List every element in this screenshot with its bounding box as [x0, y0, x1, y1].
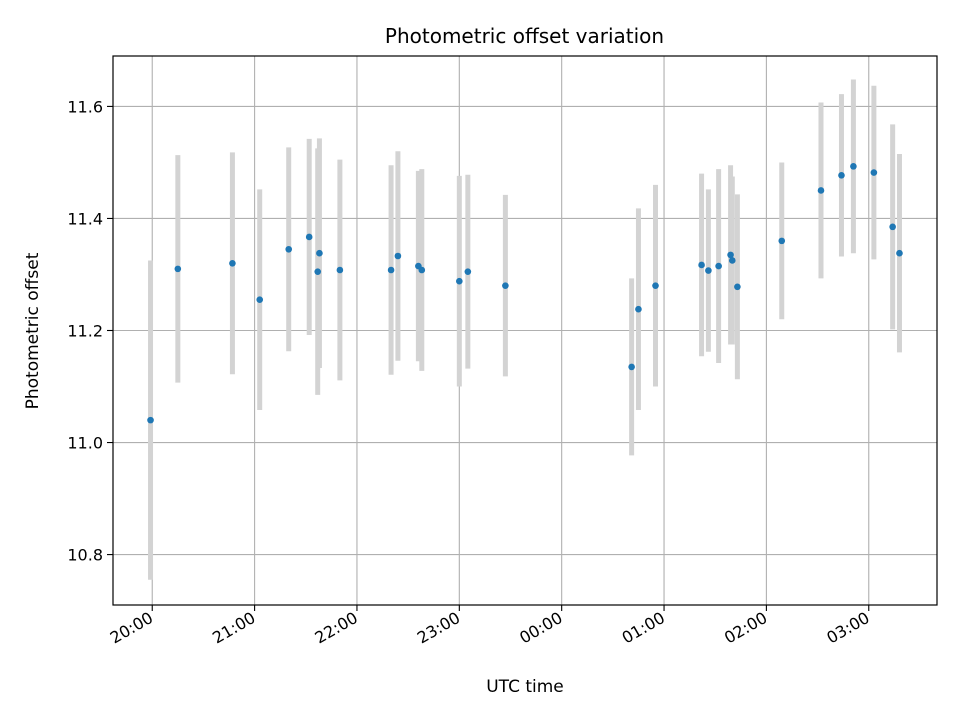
- chart-title: Photometric offset variation: [385, 24, 664, 48]
- y-tick-label: 11.4: [67, 209, 103, 228]
- data-point: [705, 267, 712, 274]
- data-point: [256, 296, 264, 303]
- data-point: [387, 266, 395, 274]
- data-point: [464, 268, 472, 275]
- y-axis-label: Photometric offset: [23, 252, 43, 409]
- data-point: [838, 172, 845, 179]
- y-tick-label: 11.2: [67, 322, 103, 341]
- data-point: [316, 249, 323, 257]
- data-point: [628, 363, 635, 371]
- data-point: [896, 249, 903, 257]
- data-point: [305, 233, 313, 241]
- grid: [113, 56, 937, 605]
- data-point: [229, 259, 236, 267]
- data-point: [174, 265, 182, 273]
- data-point: [336, 266, 344, 274]
- data-point: [418, 266, 426, 274]
- data-point: [817, 187, 825, 194]
- data-point: [850, 163, 857, 170]
- data-points: [147, 163, 903, 424]
- data-point: [734, 283, 741, 291]
- data-point: [147, 416, 154, 424]
- x-axis-label: UTC time: [486, 677, 564, 697]
- data-point: [394, 252, 402, 260]
- data-point: [698, 261, 705, 269]
- data-point: [635, 305, 642, 313]
- y-tick-label: 11.0: [67, 434, 103, 453]
- data-point: [652, 282, 659, 289]
- y-tick-label: 11.6: [67, 97, 103, 116]
- y-axis: 10.8 11.0 11.2 11.4 11.6: [67, 97, 113, 565]
- data-point: [314, 268, 322, 275]
- data-point: [285, 245, 293, 253]
- data-point: [502, 282, 509, 289]
- data-point: [727, 251, 734, 259]
- data-point: [889, 223, 896, 231]
- data-point: [715, 262, 722, 270]
- data-point: [870, 169, 878, 176]
- data-point: [778, 237, 786, 245]
- data-point: [456, 277, 463, 285]
- y-tick-label: 10.8: [67, 546, 103, 565]
- data-point: [728, 257, 736, 264]
